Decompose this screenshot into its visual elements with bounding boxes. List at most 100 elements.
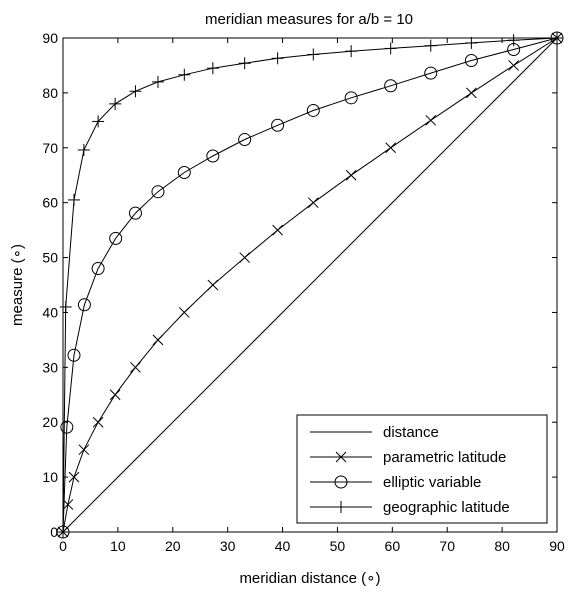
data-point-geographic-latitude (307, 48, 320, 61)
data-point-elliptic-variable (238, 133, 252, 147)
data-point-parametric-latitude (68, 471, 80, 483)
y-tick-label: 0 (50, 524, 58, 540)
data-point-parametric-latitude (92, 416, 104, 428)
data-point-geographic-latitude (507, 34, 520, 47)
data-point-parametric-latitude-stroke-b (207, 279, 219, 291)
legend-label-distance: distance (383, 424, 439, 441)
y-axis-label: measure (∘) (9, 244, 26, 326)
x-tick-label: 80 (494, 538, 510, 554)
data-point-geographic-latitude (92, 115, 105, 128)
data-point-geographic-latitude (109, 97, 122, 110)
y-tick-label: 70 (42, 140, 58, 156)
data-point-parametric-latitude-stroke-b (239, 252, 251, 263)
data-point-parametric-latitude (508, 60, 519, 71)
data-point-geographic-latitude (424, 39, 437, 52)
data-point-elliptic-variable (67, 348, 81, 362)
plot-markers (56, 31, 564, 539)
x-axis-ticks: 0 10 20 30 40 50 60 70 80 90 (59, 38, 565, 554)
y-tick-label: 40 (42, 304, 58, 320)
data-point-geographic-latitude (59, 300, 72, 313)
data-point-parametric-latitude (239, 252, 251, 263)
legend-marker-geographic-latitude (335, 501, 347, 513)
y-tick-label: 20 (42, 414, 58, 430)
x-tick-label: 10 (110, 538, 126, 554)
data-point-parametric-latitude-stroke-b (152, 334, 164, 346)
data-point-parametric-latitude (307, 197, 319, 209)
y-tick-label: 30 (42, 359, 58, 375)
data-point-parametric-latitude (109, 389, 121, 401)
data-point-parametric-latitude-stroke-b (425, 114, 437, 126)
data-point-elliptic-variable (91, 262, 105, 276)
y-tick-label: 50 (42, 250, 58, 266)
x-tick-label: 0 (59, 538, 67, 554)
data-point-parametric-latitude (207, 279, 219, 291)
data-point-geographic-latitude (178, 68, 191, 81)
x-tick-label: 60 (385, 538, 401, 554)
data-point-elliptic-variable (206, 149, 220, 163)
data-point-parametric-latitude (466, 87, 477, 99)
data-point-parametric-latitude (345, 169, 357, 181)
data-point-parametric-latitude (272, 224, 283, 236)
data-point-elliptic-variable (60, 420, 74, 434)
legend: distance parametric latitude elliptic vari… (296, 414, 548, 524)
series-line-elliptic-variable (62, 37, 558, 533)
data-point-parametric-latitude (130, 361, 141, 373)
data-point-parametric-latitude (152, 334, 164, 346)
x-axis-label: meridian distance (∘) (239, 570, 380, 587)
data-point-elliptic-variable (109, 231, 123, 245)
data-point-parametric-latitude-stroke-b (345, 169, 357, 181)
legend-label-parametric-latitude: parametric latitude (383, 449, 506, 466)
x-tick-label: 30 (220, 538, 236, 554)
data-point-elliptic-variable (424, 66, 438, 80)
legend-marker-elliptic-variable (334, 475, 348, 489)
data-point-geographic-latitude (465, 36, 478, 49)
series-line-distance (62, 37, 558, 533)
data-point-elliptic-variable (464, 54, 478, 68)
x-tick-label: 70 (439, 538, 455, 554)
data-point-elliptic-variable (151, 185, 165, 199)
data-point-parametric-latitude-stroke-b (508, 60, 519, 71)
x-tick-label: 20 (165, 538, 181, 554)
y-tick-label: 80 (42, 85, 58, 101)
data-point-elliptic-variable (384, 79, 398, 93)
plot-frame (62, 37, 558, 533)
data-point-parametric-latitude-stroke-b (130, 361, 141, 373)
data-point-elliptic-variable (128, 206, 142, 220)
data-point-geographic-latitude (151, 75, 164, 88)
data-point-parametric-latitude-stroke-b (109, 389, 121, 401)
x-tick-label: 40 (275, 538, 291, 554)
y-tick-label: 60 (42, 195, 58, 211)
data-point-parametric-latitude (385, 142, 397, 154)
data-point-geographic-latitude (384, 42, 397, 55)
x-tick-label: 90 (549, 538, 565, 554)
data-point-parametric-latitude (178, 307, 190, 318)
legend-label-elliptic-variable: elliptic variable (383, 474, 481, 491)
data-point-geographic-latitude (77, 143, 90, 156)
data-point-parametric-latitude-stroke-b (62, 499, 74, 510)
legend-marker-parametric-latitude-stroke-b (335, 451, 347, 463)
legend-label-geographic-latitude: geographic latitude (383, 499, 510, 516)
y-axis-ticks: 0 10 20 30 40 50 60 70 80 90 (42, 30, 557, 540)
y-tick-label: 10 (42, 469, 58, 485)
data-point-parametric-latitude-stroke-b (385, 142, 397, 154)
data-point-parametric-latitude (78, 444, 90, 456)
data-point-elliptic-variable (271, 118, 285, 132)
x-tick-label: 50 (330, 538, 346, 554)
data-point-parametric-latitude (425, 114, 437, 126)
data-point-elliptic-variable (306, 103, 320, 117)
data-point-geographic-latitude (238, 57, 251, 70)
data-point-parametric-latitude-stroke-b (92, 416, 104, 428)
data-point-parametric-latitude-stroke-b (272, 224, 283, 236)
data-point-geographic-latitude (271, 52, 284, 65)
data-point-parametric-latitude-stroke-b (78, 444, 90, 456)
data-point-elliptic-variable (344, 91, 358, 105)
legend-marker-parametric-latitude (335, 451, 347, 463)
data-point-elliptic-variable (77, 298, 91, 312)
data-point-geographic-latitude (67, 193, 80, 206)
data-point-geographic-latitude (345, 45, 358, 58)
legend-box (296, 414, 548, 524)
data-point-geographic-latitude (206, 62, 219, 75)
data-point-parametric-latitude (62, 499, 74, 510)
chart-title: meridian measures for a/b = 10 (205, 11, 413, 28)
